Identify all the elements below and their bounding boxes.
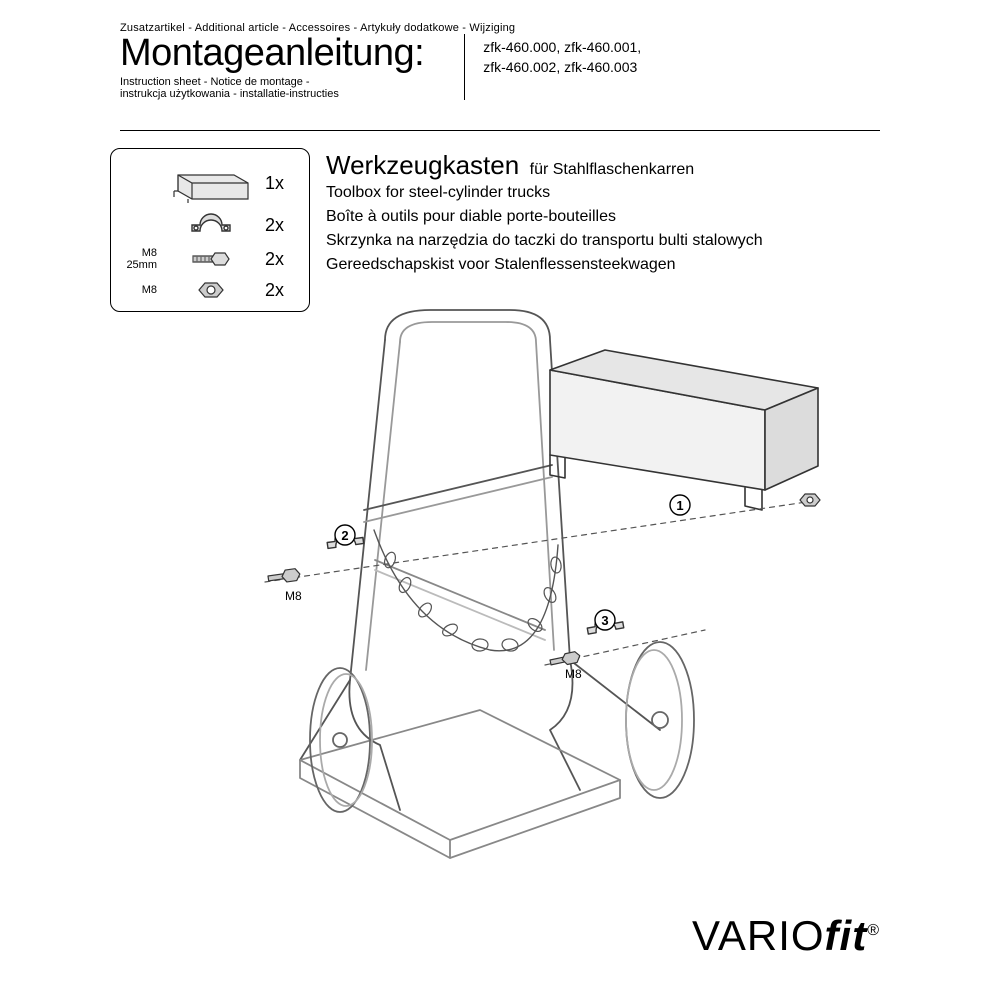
header-rule [120,130,880,131]
part-label: M8 [121,284,157,296]
bolt-label: M8 [285,589,302,603]
part-row: 1x [121,163,299,203]
product-title: Werkzeugkasten [326,150,519,180]
bolt-label: M8 [565,667,582,681]
logo-text-b: fit [825,912,868,959]
nut-icon [157,279,265,301]
model-line-1: zfk-460.000, zfk-460.001, [483,38,641,58]
part-row: M8 25mm 2x [121,247,299,271]
assembly-diagram: 1 2 3 M8 M8 [150,300,870,880]
part-qty: 2x [265,280,299,301]
toolbox-icon [157,163,265,203]
part-qty: 2x [265,215,299,236]
parts-list: 1x 2x M8 25mm 2 [110,148,310,312]
part-label: M8 25mm [121,247,157,271]
page-header: Zusatzartikel - Additional article - Acc… [120,22,880,100]
product-translation: Gereedschapskist voor Stalenflessensteek… [326,253,880,277]
clamp-icon [157,211,265,239]
product-translation: Boîte à outils pour diable porte-bouteil… [326,205,880,229]
product-translation: Toolbox for steel-cylinder trucks [326,181,880,205]
part-row: M8 2x [121,279,299,301]
part-row: 2x [121,211,299,239]
page-subtitle: Instruction sheet - Notice de montage - … [120,76,424,100]
bolt-icon [157,249,265,269]
model-codes: zfk-460.000, zfk-460.001, zfk-460.002, z… [483,34,641,77]
product-title-block: Werkzeugkasten für Stahlflaschenkarren T… [326,150,880,277]
logo-registered: ® [867,922,880,939]
callout-1: 1 [676,498,683,513]
callout-2: 2 [341,528,348,543]
part-qty: 1x [265,173,299,194]
model-line-2: zfk-460.002, zfk-460.003 [483,58,641,78]
part-qty: 2x [265,249,299,270]
brand-logo: VARIOfit® [692,912,880,960]
product-translation: Skrzynka na narzędzia do taczki do trans… [326,229,880,253]
product-subtitle: für Stahlflaschenkarren [530,161,695,178]
header-divider [464,34,465,100]
callout-3: 3 [601,613,608,628]
page-title: Montageanleitung: [120,34,424,72]
logo-text-a: VARIO [692,912,825,959]
